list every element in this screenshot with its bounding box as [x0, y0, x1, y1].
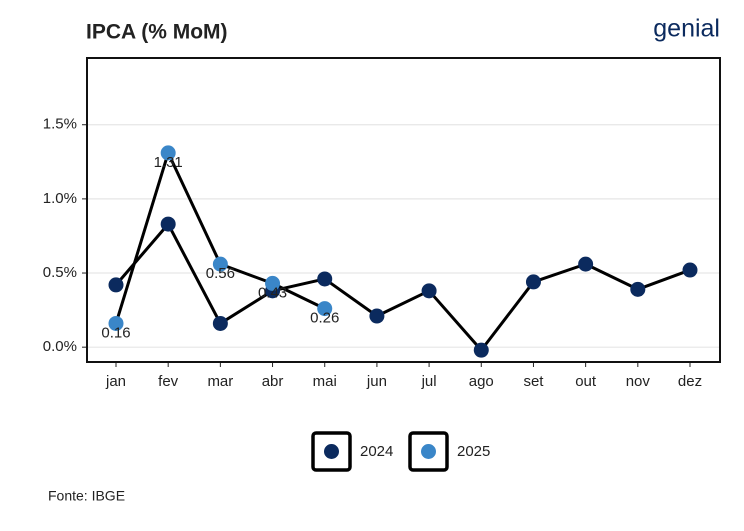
x-tick-label: nov — [626, 373, 651, 390]
point — [630, 281, 646, 297]
legend-label: 2024 — [360, 443, 393, 460]
legend-marker — [324, 444, 339, 459]
legend-marker — [421, 444, 436, 459]
x-tick-label: fev — [158, 373, 179, 390]
y-tick-label: 0.0% — [43, 338, 77, 355]
y-tick-label: 1.0% — [43, 190, 77, 207]
point — [473, 342, 489, 358]
x-tick-label: set — [523, 373, 544, 390]
point — [212, 315, 228, 331]
x-tick-label: jan — [105, 373, 126, 390]
point — [317, 301, 333, 317]
x-tick-label: abr — [262, 373, 284, 390]
source: Fonte: IBGE — [48, 488, 125, 504]
x-tick-label: jun — [366, 373, 387, 390]
point — [578, 256, 594, 272]
point — [265, 275, 281, 291]
data-label: 0.56 — [206, 265, 235, 282]
point — [108, 277, 124, 293]
point — [160, 145, 176, 161]
plot-frame — [86, 57, 721, 363]
y-tick-label: 0.5% — [43, 264, 77, 281]
data-label: 0.26 — [310, 310, 339, 327]
point — [317, 271, 333, 287]
x-tick-label: dez — [678, 373, 702, 390]
point — [421, 283, 437, 299]
y-tick-label: 1.5% — [43, 116, 77, 133]
x-tick-label: out — [575, 373, 597, 390]
data-label: 0.16 — [101, 324, 130, 341]
x-tick-label: ago — [469, 373, 494, 390]
logo: genial — [653, 15, 720, 43]
series-line — [114, 151, 326, 324]
data-label: 0.43 — [258, 284, 287, 301]
x-tick-label: mar — [207, 373, 233, 390]
x-tick-label: mai — [313, 373, 337, 390]
point — [525, 274, 541, 290]
point — [682, 262, 698, 278]
point — [212, 256, 228, 272]
point — [160, 216, 176, 232]
point — [108, 315, 124, 331]
data-label: 1.31 — [154, 154, 183, 171]
series-line — [114, 222, 691, 352]
point — [369, 308, 385, 324]
x-tick-label: jul — [421, 373, 437, 390]
chart-title: IPCA (% MoM) — [86, 21, 228, 44]
legend-label: 2025 — [457, 443, 490, 460]
